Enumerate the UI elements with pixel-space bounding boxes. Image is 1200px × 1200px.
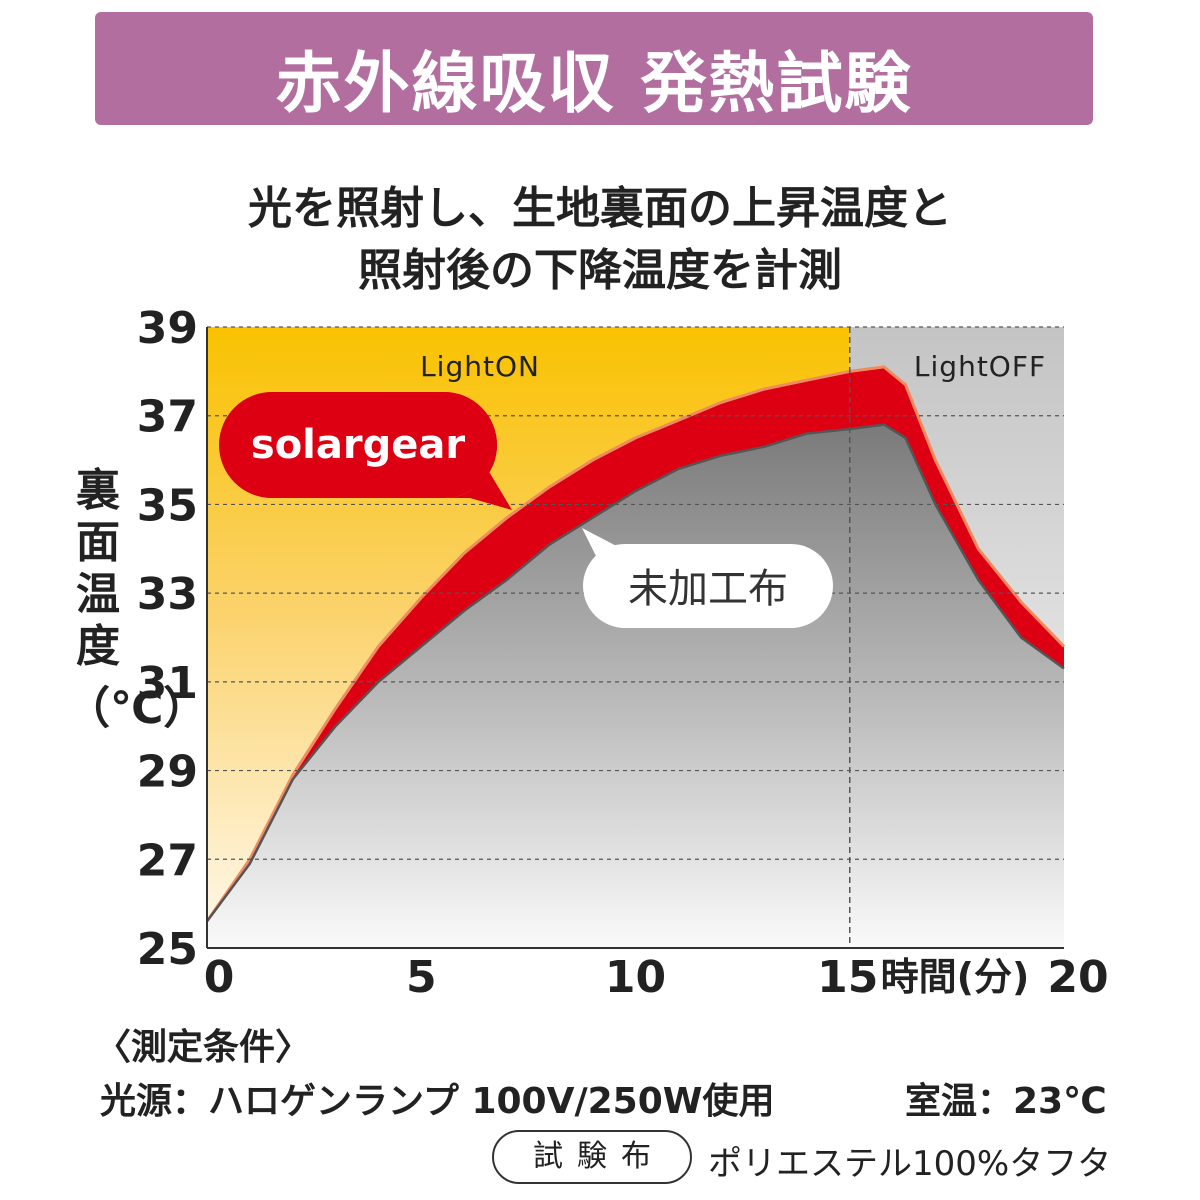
y-axis-label: 裏面温度 （℃） bbox=[66, 465, 208, 735]
x-tick-labels: 0 5 10 15 20 bbox=[204, 952, 1109, 1003]
series-untreated-edge bbox=[205, 423, 1065, 923]
subtitle-line-2: 照射後の下降温度を計測 bbox=[358, 245, 842, 296]
fabric-badge: 試験布 bbox=[492, 1130, 692, 1184]
series-untreated-label: 未加工布 bbox=[628, 566, 788, 612]
light-off-label: LightOFF bbox=[914, 350, 1046, 383]
y-tick-label: 35 bbox=[137, 480, 198, 531]
y-tick-label: 29 bbox=[137, 747, 198, 798]
y-tick-label: 33 bbox=[137, 569, 198, 620]
x-tick-label: 10 bbox=[605, 952, 666, 1003]
title-banner: 赤外線吸収 発熱試験 bbox=[95, 12, 1093, 125]
x-tick-label: 5 bbox=[406, 952, 437, 1003]
y-tick-label: 37 bbox=[137, 392, 198, 443]
y-tick-labels: 39 37 35 33 31 29 27 25 bbox=[137, 303, 198, 975]
series-solargear-edge bbox=[205, 365, 1066, 923]
series-solargear-label: solargear bbox=[251, 422, 465, 468]
y-tick-label: 27 bbox=[137, 835, 198, 886]
x-tick-label: 20 bbox=[1047, 952, 1108, 1003]
untreated-callout: 未加工布 bbox=[582, 528, 833, 628]
subtitle-line-1: 光を照射し、生地裏面の上昇温度と bbox=[248, 183, 952, 234]
y-tick-label: 25 bbox=[137, 924, 198, 975]
page-title: 赤外線吸収 発熱試験 bbox=[275, 45, 913, 122]
light-on-label: LightON bbox=[420, 350, 540, 383]
room-temp-text: 室温：23℃ bbox=[905, 1081, 1107, 1122]
solargear-callout: solargear bbox=[219, 392, 512, 510]
fabric-value: ポリエステル100%タフタ bbox=[708, 1144, 1112, 1184]
x-tick-label: 0 bbox=[204, 952, 235, 1003]
x-tick-label: 15 bbox=[817, 952, 878, 1003]
y-tick-label: 39 bbox=[137, 303, 198, 354]
y-axis-unit: （℃） bbox=[66, 683, 208, 734]
x-axis-label: 時間(分) bbox=[881, 955, 1030, 999]
grid-lines bbox=[207, 326, 1064, 860]
y-axis-label-text: 裏面温度 bbox=[76, 465, 120, 672]
y-tick-label: 31 bbox=[137, 658, 198, 709]
light-source-text: 光源：ハロゲンランプ 100V/250W使用 bbox=[100, 1081, 775, 1122]
conditions-heading: 〈測定条件〉 bbox=[95, 1027, 312, 1068]
